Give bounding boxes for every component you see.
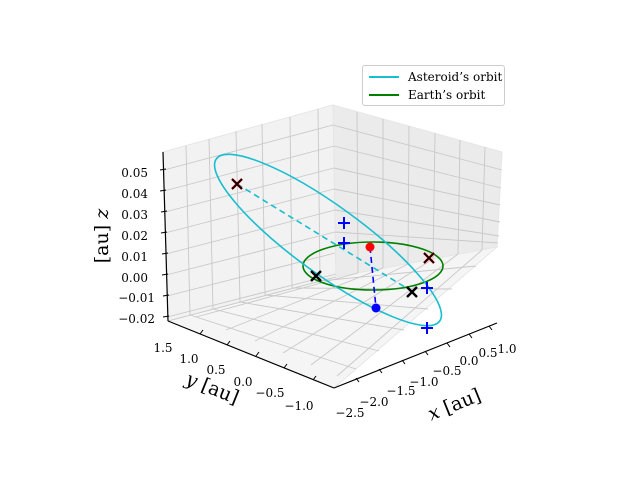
x-axis-label: x [au]: [425, 384, 484, 425]
z-tick-labels: 0.05 0.04 0.03 0.02 0.01 0.00 −0.01 −0.0…: [118, 166, 155, 326]
y-tick-labels: 1.5 1.0 0.5 0.0 −0.5 −1.0: [153, 341, 313, 413]
svg-text:−0.5: −0.5: [432, 364, 461, 378]
legend-label-earth: Earth’s orbit: [408, 88, 486, 102]
svg-text:0.5: 0.5: [478, 346, 497, 360]
legend: Asteroid’s orbit Earth’s orbit: [362, 65, 505, 106]
svg-text:0.05: 0.05: [121, 166, 148, 180]
axis-lines: [162, 151, 498, 389]
vertical-drop-line: [369, 246, 377, 309]
blue-point-asteroid: [371, 303, 381, 313]
svg-text:−0.5: −0.5: [255, 386, 284, 400]
legend-label-asteroid: Asteroid’s orbit: [408, 70, 503, 84]
z-axis-line: [162, 151, 169, 322]
svg-text:0.0: 0.0: [459, 354, 478, 368]
earth-orbit: [302, 241, 444, 291]
svg-text:0.03: 0.03: [121, 208, 148, 222]
svg-text:0.04: 0.04: [121, 187, 148, 201]
grid-lines: [163, 108, 503, 377]
svg-text:−1.0: −1.0: [284, 399, 313, 413]
svg-text:−2.5: −2.5: [335, 406, 364, 420]
x-axis-line: [333, 322, 498, 389]
svg-text:−1.5: −1.5: [386, 384, 415, 398]
asteroid-apsides-line: [236, 183, 414, 293]
y-ticks: [199, 329, 317, 381]
svg-text:−0.02: −0.02: [118, 312, 155, 326]
x-tick-labels: −2.5 −2.0 −1.5 −1.0 −0.5 0.0 0.5 1.0: [335, 342, 516, 420]
asteroid-orbit: [213, 153, 443, 327]
svg-text:1.0: 1.0: [179, 352, 198, 366]
legend-swatch-earth: [369, 94, 399, 96]
legend-swatch-asteroid: [369, 76, 399, 78]
svg-text:0.0: 0.0: [233, 375, 252, 389]
z-axis-label: [au] z: [91, 208, 113, 263]
x-ticks: [355, 325, 493, 383]
svg-text:0.02: 0.02: [121, 229, 148, 243]
svg-text:−1.0: −1.0: [409, 375, 438, 389]
legend-item-earth: Earth’s orbit: [369, 87, 485, 103]
svg-text:−0.01: −0.01: [118, 291, 155, 305]
x-markers: [231, 178, 435, 298]
y-axis-line: [167, 320, 335, 389]
svg-text:−2.0: −2.0: [359, 395, 388, 409]
svg-text:1.0: 1.0: [497, 342, 516, 356]
legend-item-asteroid: Asteroid’s orbit: [369, 69, 502, 85]
z-ticks: [159, 168, 170, 318]
svg-text:1.5: 1.5: [153, 341, 172, 355]
svg-text:0.00: 0.00: [121, 271, 148, 285]
blue-plus-markers: [338, 217, 433, 334]
red-point-earth: [365, 242, 375, 252]
svg-text:0.01: 0.01: [121, 250, 148, 264]
svg-text:0.5: 0.5: [206, 363, 225, 377]
